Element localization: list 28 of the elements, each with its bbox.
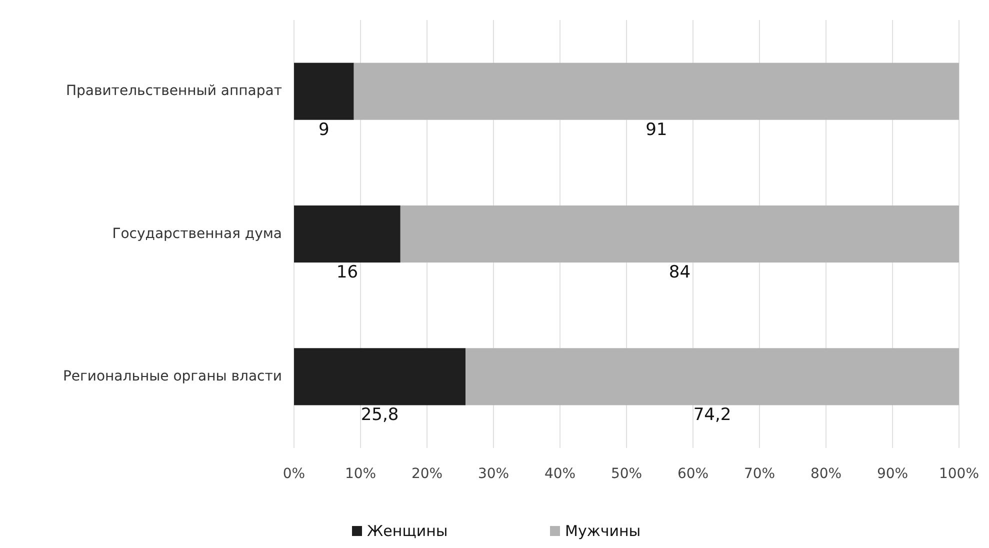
bar — [294, 348, 466, 406]
x-tick-label: 40% — [544, 466, 576, 482]
data-label: 9 — [318, 120, 330, 140]
data-label: 74,2 — [693, 405, 732, 426]
data-label: 16 — [336, 262, 358, 283]
legend-label: Мужчины — [565, 522, 641, 540]
x-tick-label: 0% — [282, 466, 306, 482]
y-tick-label: Правительственный аппарат — [66, 83, 282, 100]
x-tick-label: 100% — [938, 466, 980, 482]
x-tick-label: 70% — [744, 466, 776, 482]
bar — [294, 205, 400, 263]
y-tick-label: Государственная дума — [112, 226, 282, 242]
bar — [400, 205, 959, 263]
x-tick-label: 80% — [810, 466, 842, 482]
legend-label: Женщины — [367, 522, 448, 540]
x-tick-label: 10% — [344, 466, 376, 482]
x-tick-label: 90% — [876, 466, 908, 482]
data-label: 84 — [668, 262, 691, 283]
data-label: 25,8 — [360, 405, 399, 426]
x-tick-label: 60% — [677, 466, 709, 482]
bar — [466, 348, 959, 406]
data-label: 91 — [646, 120, 668, 140]
bar — [354, 62, 959, 120]
x-tick-label: 30% — [478, 466, 510, 482]
y-tick-label: Региональные органы власти — [62, 368, 282, 384]
x-tick-label: 20% — [411, 466, 443, 482]
x-tick-label: 50% — [610, 466, 642, 482]
bar — [294, 62, 354, 120]
